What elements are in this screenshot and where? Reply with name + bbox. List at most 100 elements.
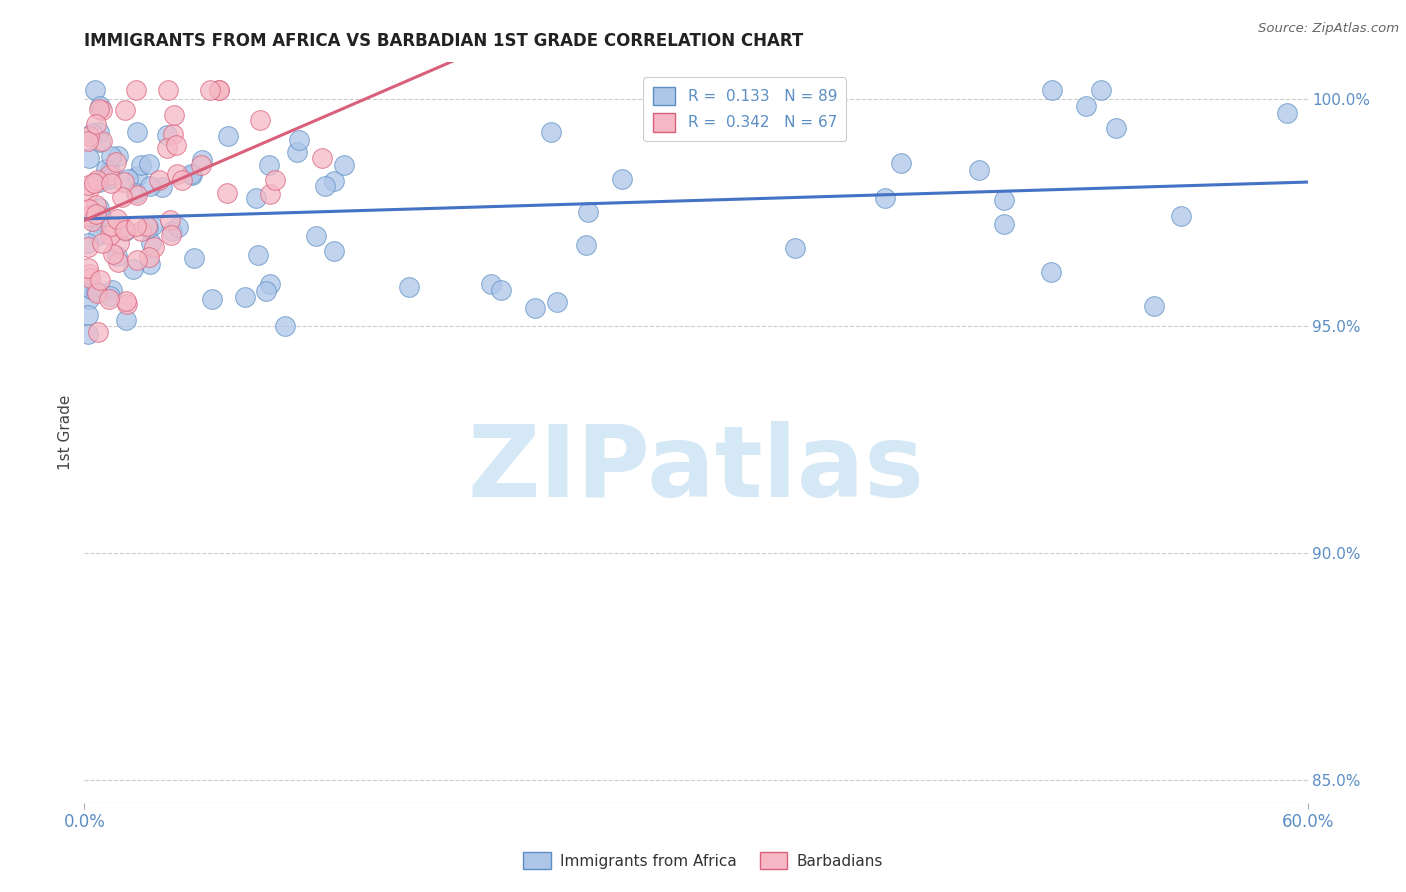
Point [86,286,108,301]
Point [114,293,136,308]
Point [97,293,120,307]
Point [89,99,111,113]
Point [79,267,101,281]
Point [86,215,108,229]
Point [77,236,100,251]
Point [84,83,107,97]
Point [162,128,184,142]
Point [103,247,125,261]
Point [160,224,183,238]
Point [217,128,239,143]
Point [87,202,110,216]
Point [159,228,181,243]
Point [1040,83,1063,97]
Point [77,292,100,306]
Point [1277,105,1299,120]
Point [111,190,134,204]
Point [77,178,100,192]
Point [111,219,134,234]
Point [83,177,105,191]
Point [84,207,107,221]
Y-axis label: 1st Grade: 1st Grade [58,395,73,470]
Point [138,157,160,171]
Point [1104,121,1126,136]
Point [201,292,224,306]
Point [80,126,103,140]
Point [86,284,108,298]
Point [143,240,166,254]
Point [77,327,100,342]
Point [89,273,111,287]
Point [114,313,136,327]
Point [91,103,114,118]
Point [101,283,124,297]
Point [148,172,170,186]
Point [181,168,204,182]
Point [259,186,281,201]
Point [1040,265,1063,279]
Point [138,250,160,264]
Point [77,308,100,322]
Point [333,158,356,172]
Point [150,179,173,194]
Point [80,282,103,296]
Point [1074,99,1097,113]
Point [783,241,806,255]
Point [114,103,136,117]
Point [167,219,190,234]
Point [98,228,121,243]
Point [89,135,111,149]
Point [127,125,149,139]
Point [79,270,101,285]
Point [129,224,152,238]
Point [163,108,186,122]
Point [246,247,269,261]
Point [254,284,277,298]
Point [1090,83,1112,97]
Point [86,198,108,212]
Point [91,236,114,251]
Point [993,217,1015,231]
Point [77,151,100,165]
Point [1170,210,1192,224]
Point [524,301,547,315]
Point [114,223,136,237]
Point [100,219,122,233]
Point [87,175,110,189]
Point [285,145,308,159]
Point [575,237,598,252]
Point [115,297,138,311]
Point [249,112,271,127]
Point [157,83,180,97]
Point [165,137,187,152]
Point [82,213,104,227]
Point [576,205,599,219]
Point [875,191,897,205]
Point [117,172,139,186]
Point [98,162,121,177]
Point [98,289,121,303]
Point [87,325,110,339]
Point [183,251,205,265]
Point [398,280,420,294]
Point [322,244,344,258]
Point [305,228,328,243]
Point [105,155,128,169]
Point [107,255,129,269]
Point [191,153,214,167]
Point [314,179,336,194]
Point [311,151,333,165]
Point [890,156,912,170]
Point [77,202,100,217]
Point [105,211,128,226]
Point [491,284,513,298]
Point [86,228,108,243]
Point [138,257,160,271]
Point [125,253,148,268]
Point [107,149,129,163]
Point [77,209,100,223]
Point [77,239,100,253]
Point [1143,299,1166,313]
Point [89,102,111,116]
Point [610,172,633,186]
